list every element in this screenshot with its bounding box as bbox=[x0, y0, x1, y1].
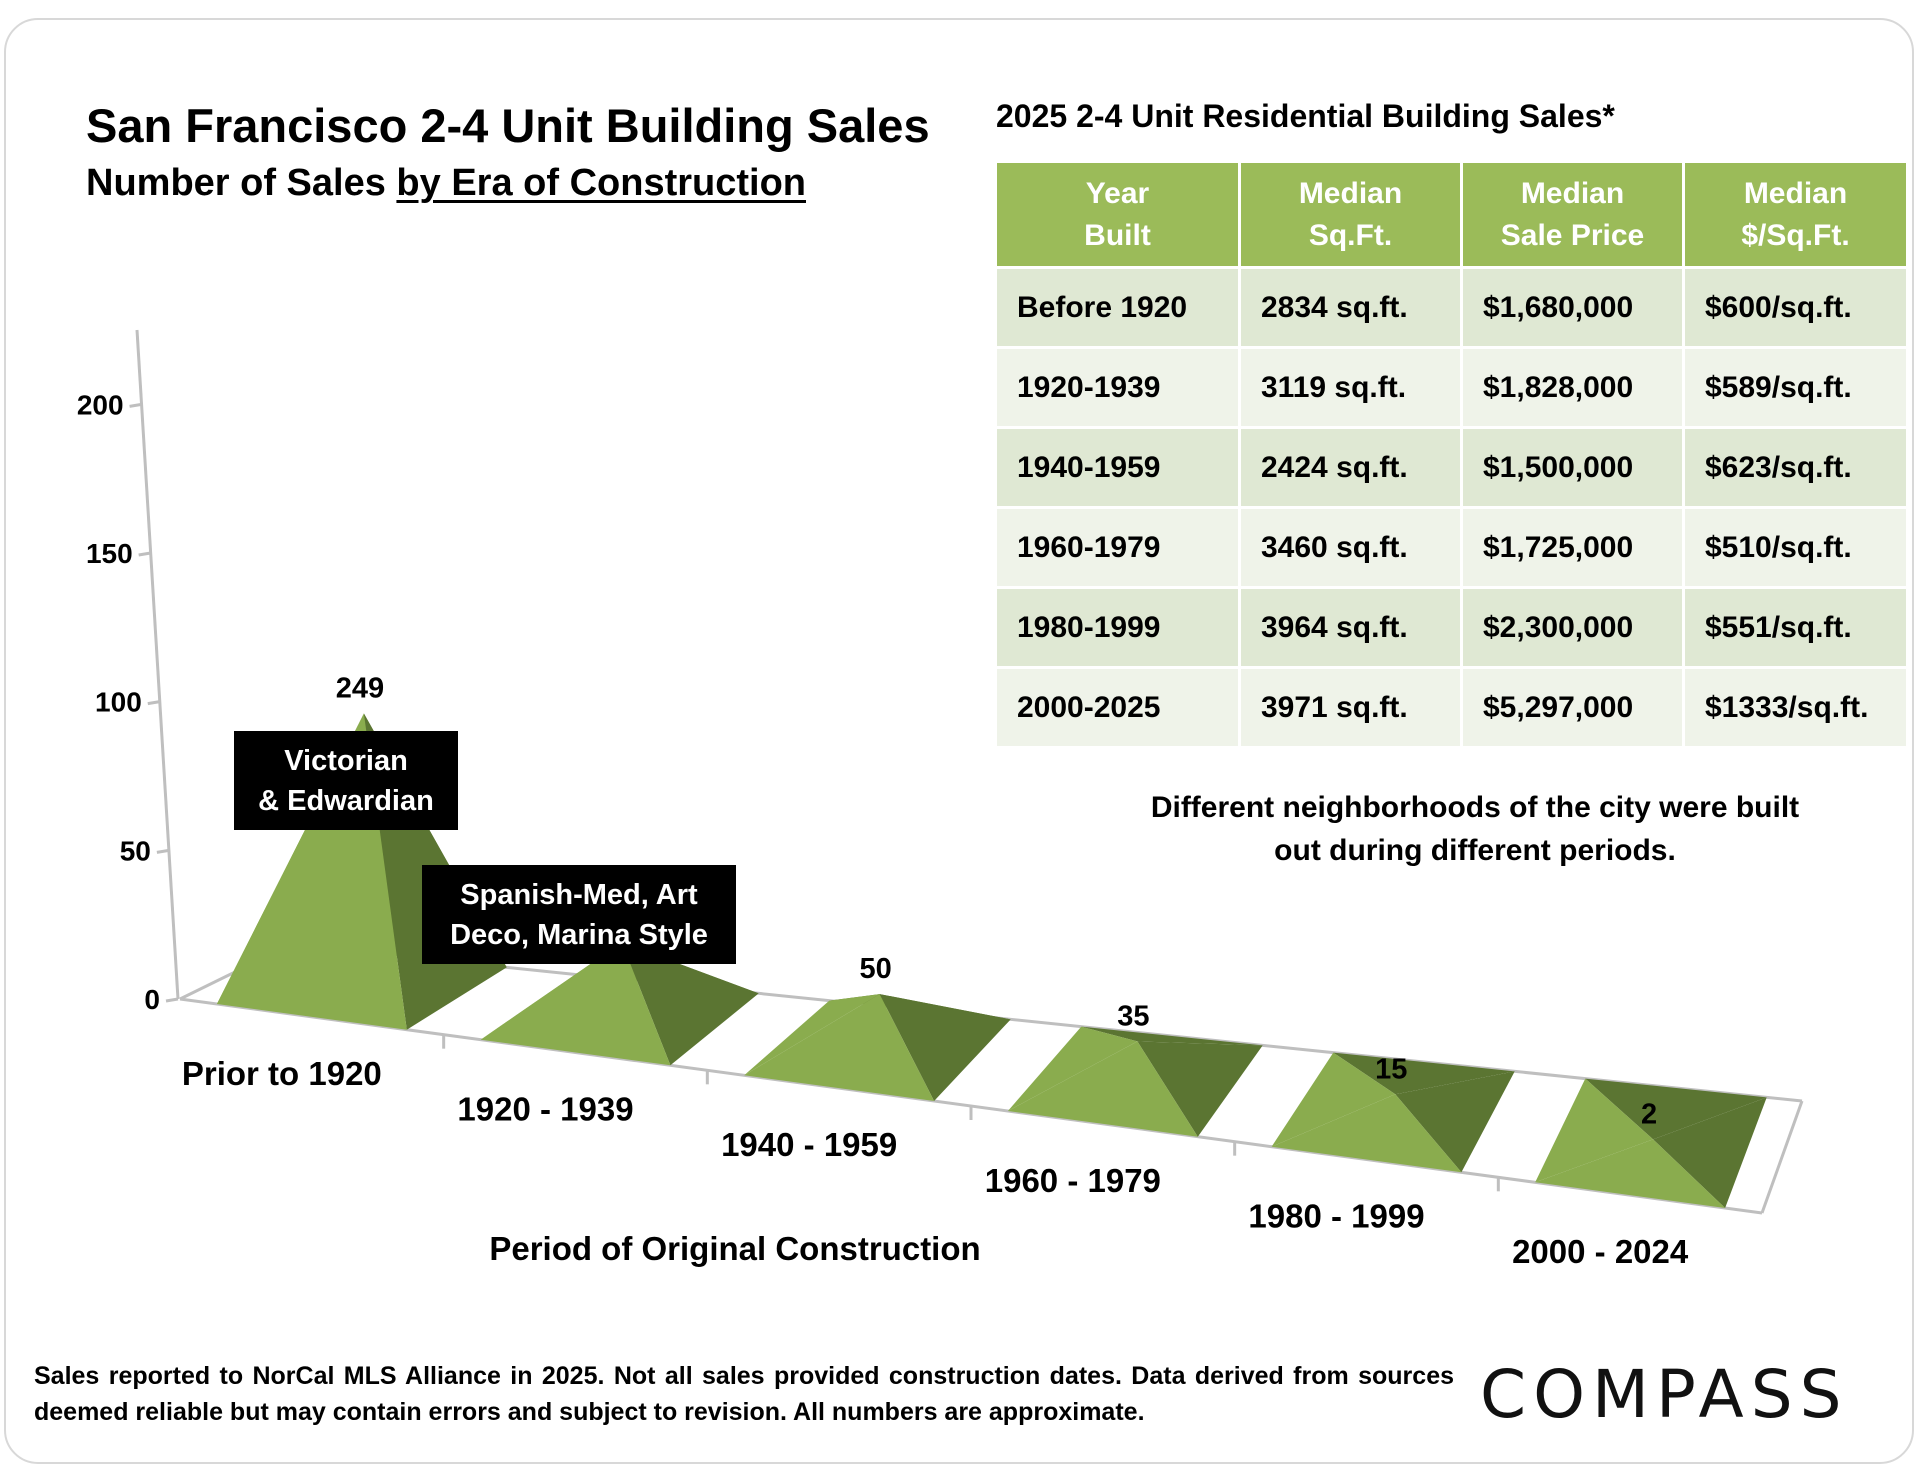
pyramid-left-face bbox=[1007, 1026, 1138, 1111]
neighborhood-note: Different neighborhoods of the city were… bbox=[1150, 791, 1800, 867]
annotation-victorian-edwardian: Victorian & Edwardian bbox=[234, 731, 458, 830]
cell-price: $1,725,000 bbox=[1460, 506, 1685, 589]
header-year-built: Year Built bbox=[994, 160, 1241, 269]
cell-year: 2000-2025 bbox=[994, 666, 1241, 749]
pyramid-front-face bbox=[744, 994, 935, 1101]
cell-price: $2,300,000 bbox=[1460, 586, 1685, 669]
cell-year: 1940-1959 bbox=[994, 426, 1241, 509]
chart-subtitle: Number of Sales by Era of Construction bbox=[86, 162, 806, 205]
cell-sqft: 3971 sq.ft. bbox=[1238, 666, 1463, 749]
y-tick-label: 200 bbox=[77, 389, 124, 420]
table-row: Before 1920 2834 sq.ft. $1,680,000 $600/sq.… bbox=[994, 266, 1909, 349]
pyramid-right-face bbox=[879, 994, 1011, 1101]
pyramid-back-face bbox=[1333, 1052, 1515, 1095]
cell-price-per-sqft: $623/sq.ft. bbox=[1682, 426, 1909, 509]
data-label: 50 bbox=[859, 953, 891, 985]
y-tick-label: 150 bbox=[86, 538, 133, 569]
table-row: 2000-2025 3971 sq.ft. $5,297,000 $1333/sq.f… bbox=[994, 666, 1909, 749]
y-tick bbox=[156, 848, 170, 854]
y-tick bbox=[138, 551, 151, 557]
floor-right-edge bbox=[1760, 1100, 1804, 1214]
footnote: Sales reported to NorCal MLS Alliance in… bbox=[34, 1362, 1454, 1426]
pyramid-right-face bbox=[1653, 1097, 1767, 1208]
category-label: 1920 - 1939 bbox=[457, 1091, 633, 1128]
y-tick bbox=[165, 997, 179, 1003]
x-axis-title: Period of Original Construction bbox=[489, 1230, 980, 1267]
pyramid-front-face bbox=[1271, 1094, 1462, 1173]
table-row: 1980-1999 3964 sq.ft. $2,300,000 $551/sq.ft… bbox=[994, 586, 1909, 669]
chart-title: San Francisco 2-4 Unit Building Sales bbox=[86, 99, 930, 152]
y-axis-line bbox=[135, 329, 180, 1000]
category-label: Prior to 1920 bbox=[182, 1055, 382, 1092]
subtitle-prefix: Number of Sales bbox=[86, 162, 397, 204]
cell-year: Before 1920 bbox=[994, 266, 1241, 349]
table-row: 1940-1959 2424 sq.ft. $1,500,000 $623/sq.ft… bbox=[994, 426, 1909, 509]
cell-price-per-sqft: $551/sq.ft. bbox=[1682, 586, 1909, 669]
y-tick bbox=[147, 700, 161, 706]
y-tick-label: 50 bbox=[120, 835, 151, 866]
pyramid-left-face bbox=[1535, 1078, 1654, 1183]
pyramid-right-face bbox=[1137, 1041, 1263, 1137]
data-label: 15 bbox=[1375, 1053, 1407, 1085]
pyramid-back-face bbox=[1585, 1078, 1767, 1140]
table-row: 1960-1979 3460 sq.ft. $1,725,000 $510/sq.ft… bbox=[994, 506, 1909, 589]
sales-stats-table: Year Built Median Sq.Ft. Median Sale Pri… bbox=[994, 160, 1909, 749]
cell-price-per-sqft: $1333/sq.ft. bbox=[1682, 666, 1909, 749]
chart-axes bbox=[129, 329, 1804, 1215]
data-label: 2 bbox=[1641, 1098, 1657, 1130]
floor-back-edge bbox=[289, 943, 1803, 1103]
header-median-price-per-sqft: Median $/Sq.Ft. bbox=[1682, 160, 1909, 269]
annotation-spanish-med-art-deco: Spanish-Med, Art Deco, Marina Style bbox=[422, 865, 736, 964]
cell-year: 1980-1999 bbox=[994, 586, 1241, 669]
card-frame bbox=[4, 18, 1914, 1464]
cell-sqft: 3119 sq.ft. bbox=[1238, 346, 1463, 429]
category-label: 1940 - 1959 bbox=[721, 1126, 897, 1163]
cell-sqft: 2424 sq.ft. bbox=[1238, 426, 1463, 509]
header-median-sale-price: Median Sale Price bbox=[1460, 160, 1685, 269]
cell-year: 1920-1939 bbox=[994, 346, 1241, 429]
cell-sqft: 3460 sq.ft. bbox=[1238, 506, 1463, 589]
pyramid-left-face bbox=[744, 994, 880, 1076]
cell-price-per-sqft: $600/sq.ft. bbox=[1682, 266, 1909, 349]
table-row: 1920-1939 3119 sq.ft. $1,828,000 $589/sq.ft… bbox=[994, 346, 1909, 429]
pyramid-right-face bbox=[1395, 1071, 1515, 1173]
cell-sqft: 2834 sq.ft. bbox=[1238, 266, 1463, 349]
cell-price: $1,500,000 bbox=[1460, 426, 1685, 509]
cell-price-per-sqft: $510/sq.ft. bbox=[1682, 506, 1909, 589]
pyramid-front-face bbox=[1535, 1139, 1726, 1208]
y-tick-label: 0 bbox=[144, 984, 160, 1015]
category-label: 1960 - 1979 bbox=[985, 1162, 1161, 1199]
pyramid-front-face bbox=[480, 942, 671, 1066]
table-header-row: Year Built Median Sq.Ft. Median Sale Pri… bbox=[994, 160, 1909, 269]
y-tick bbox=[129, 402, 142, 408]
pyramid-left-face bbox=[1271, 1052, 1396, 1147]
header-median-sqft: Median Sq.Ft. bbox=[1238, 160, 1463, 269]
data-label: 249 bbox=[336, 673, 384, 705]
cell-price: $1,828,000 bbox=[1460, 346, 1685, 429]
pyramid-back-face bbox=[1081, 1026, 1263, 1046]
compass-logo: COMPASS bbox=[1480, 1356, 1849, 1433]
category-label: 2000 - 2024 bbox=[1512, 1233, 1689, 1270]
category-label: 1980 - 1999 bbox=[1248, 1198, 1424, 1235]
cell-price-per-sqft: $589/sq.ft. bbox=[1682, 346, 1909, 429]
data-label: 35 bbox=[1117, 1000, 1149, 1032]
cell-sqft: 3964 sq.ft. bbox=[1238, 586, 1463, 669]
pyramid-right-face bbox=[621, 942, 759, 1066]
subtitle-underlined: by Era of Construction bbox=[396, 162, 806, 204]
chart-bars bbox=[216, 713, 1767, 1208]
table-title: 2025 2-4 Unit Residential Building Sales… bbox=[996, 98, 1615, 134]
cell-year: 1960-1979 bbox=[994, 506, 1241, 589]
pyramid-front-face bbox=[1007, 1041, 1198, 1137]
cell-price: $1,680,000 bbox=[1460, 266, 1685, 349]
y-tick-label: 100 bbox=[95, 687, 142, 718]
cell-price: $5,297,000 bbox=[1460, 666, 1685, 749]
